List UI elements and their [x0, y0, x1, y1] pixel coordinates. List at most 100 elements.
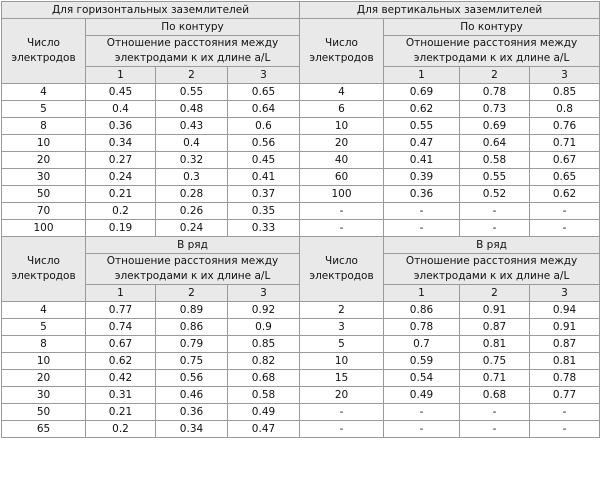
electrode-count-cell: - — [299, 403, 384, 421]
coefficient-cell: 0.52 — [459, 185, 530, 203]
coefficient-cell: 0.49 — [383, 386, 460, 404]
coefficient-cell: 0.89 — [155, 301, 228, 319]
coefficient-cell: 0.55 — [155, 83, 228, 101]
electrode-count-cell: 8 — [1, 335, 86, 353]
ratio-header-row: Отношение расстояния между электродами к… — [2, 253, 600, 285]
row-label: В ряд — [382, 236, 600, 254]
electrode-count-cell: 6 — [299, 100, 384, 118]
coefficient-cell: 0.21 — [85, 185, 156, 203]
coefficient-cell: 0.77 — [85, 301, 156, 319]
coefficient-cell: 0.64 — [459, 134, 530, 152]
table-row: 10 0.34 0.4 0.56 20 0.47 0.64 0.71 — [1, 134, 600, 152]
coefficient-cell: 0.47 — [383, 134, 460, 152]
row-header-row: Число электродов В ряд Число электродов … — [1, 236, 600, 302]
coefficient-cell: 0.67 — [528, 151, 600, 169]
coefficient-cell: - — [459, 420, 530, 438]
coefficient-cell: 0.82 — [227, 352, 300, 370]
coefficient-cell: 0.92 — [227, 301, 300, 319]
coefficient-cell: 0.42 — [85, 369, 156, 387]
coefficient-cell: 0.73 — [459, 100, 530, 118]
table-row: 4 0.45 0.55 0.65 4 0.69 0.78 0.85 — [1, 83, 600, 101]
coefficient-cell: 0.49 — [227, 403, 300, 421]
coefficient-cell: - — [528, 403, 600, 421]
electrode-count-cell: 20 — [1, 369, 86, 387]
coefficient-cell: 0.79 — [155, 335, 228, 353]
contour-label: По контуру — [382, 18, 600, 36]
electrode-count-cell: 10 — [1, 134, 86, 152]
ratio-header: Отношение расстояния между электродами к… — [382, 35, 600, 67]
coefficient-cell: 0.62 — [383, 100, 460, 118]
coefficient-cell: - — [528, 420, 600, 438]
ratio-header: Отношение расстояния между электродами к… — [85, 35, 300, 67]
coefficient-cell: 0.85 — [227, 335, 300, 353]
coefficient-cell: 0.87 — [459, 318, 530, 336]
coefficient-cell: 0.65 — [227, 83, 300, 101]
coefficient-cell: 0.58 — [227, 386, 300, 404]
electrode-count-cell: 8 — [1, 117, 86, 135]
coefficient-cell: 0.65 — [528, 168, 600, 186]
coefficient-cell: 0.69 — [459, 117, 530, 135]
coefficient-cell: - — [459, 219, 530, 237]
coefficient-cell: - — [528, 202, 600, 220]
coefficient-cell: 0.94 — [528, 301, 600, 319]
electrode-count-cell: 50 — [1, 403, 86, 421]
ratio-col-2: 2 — [155, 66, 228, 84]
coefficient-cell: - — [459, 403, 530, 421]
electrode-count-cell: - — [299, 219, 384, 237]
ratio-col-2: 2 — [155, 284, 228, 302]
coefficient-cell: - — [383, 403, 460, 421]
coefficient-cell: 0.59 — [383, 352, 460, 370]
coefficient-cell: - — [383, 420, 460, 438]
coefficient-cell: 0.71 — [459, 369, 530, 387]
electrode-count-cell: - — [299, 420, 384, 438]
coefficient-cell: 0.56 — [155, 369, 228, 387]
count-header: Число электродов — [299, 18, 384, 84]
coefficient-cell: - — [383, 219, 460, 237]
coefficient-cell: 0.78 — [383, 318, 460, 336]
coefficient-cell: 0.71 — [528, 134, 600, 152]
ratio-col-2: 2 — [459, 66, 530, 84]
ratio-col-1: 1 — [85, 66, 156, 84]
coefficient-cell: 0.58 — [459, 151, 530, 169]
coefficient-cell: 0.76 — [528, 117, 600, 135]
contour-data: 4 0.45 0.55 0.65 4 0.69 0.78 0.85 5 0.4 0.48 0.64 6 0… — [1, 83, 600, 237]
vertical-header: Для вертикальных заземлителей — [298, 1, 600, 19]
coefficient-cell: 0.6 — [227, 117, 300, 135]
coefficient-cell: 0.75 — [459, 352, 530, 370]
coefficient-cell: 0.41 — [227, 168, 300, 186]
coefficient-cell: 0.74 — [85, 318, 156, 336]
coefficient-cell: - — [383, 202, 460, 220]
electrode-count-cell: 10 — [299, 352, 384, 370]
coefficient-cell: 0.55 — [459, 168, 530, 186]
contour-label: По контуру — [85, 18, 300, 36]
coefficient-cell: 0.81 — [459, 335, 530, 353]
table-row: 30 0.31 0.46 0.58 20 0.49 0.68 0.77 — [1, 386, 600, 404]
coefficient-cell: 0.34 — [155, 420, 228, 438]
coefficient-cell: 0.41 — [383, 151, 460, 169]
row-label: В ряд — [85, 236, 300, 254]
coefficient-cell: 0.19 — [85, 219, 156, 237]
ratio-col-1: 1 — [85, 284, 156, 302]
ratio-header-row: Отношение расстояния между электродами к… — [2, 35, 600, 67]
coefficient-cell: 0.68 — [459, 386, 530, 404]
coefficient-cell: 0.27 — [85, 151, 156, 169]
count-header: Число электродов — [1, 236, 86, 302]
coefficient-cell: 0.78 — [459, 83, 530, 101]
coefficient-cell: 0.87 — [528, 335, 600, 353]
table-row: 20 0.27 0.32 0.45 40 0.41 0.58 0.67 — [1, 151, 600, 169]
electrode-count-cell: 40 — [299, 151, 384, 169]
coefficient-cell: 0.33 — [227, 219, 300, 237]
electrode-count-cell: 4 — [299, 83, 384, 101]
coefficient-cell: 0.26 — [155, 202, 228, 220]
electrode-count-cell: 100 — [1, 219, 86, 237]
ratio-col-3: 3 — [528, 284, 600, 302]
table-row: 5 0.4 0.48 0.64 6 0.62 0.73 0.8 — [1, 100, 600, 118]
coefficient-cell: 0.45 — [227, 151, 300, 169]
coefficient-cell: 0.86 — [155, 318, 228, 336]
coefficient-cell: 0.3 — [155, 168, 228, 186]
electrode-count-cell: 70 — [1, 202, 86, 220]
ratio-col-3: 3 — [528, 66, 600, 84]
horizontal-header: Для горизонтальных заземлителей — [1, 1, 300, 19]
table-row: 50 0.21 0.36 0.49- - - - — [1, 403, 600, 421]
coefficient-cell: 0.4 — [155, 134, 228, 152]
